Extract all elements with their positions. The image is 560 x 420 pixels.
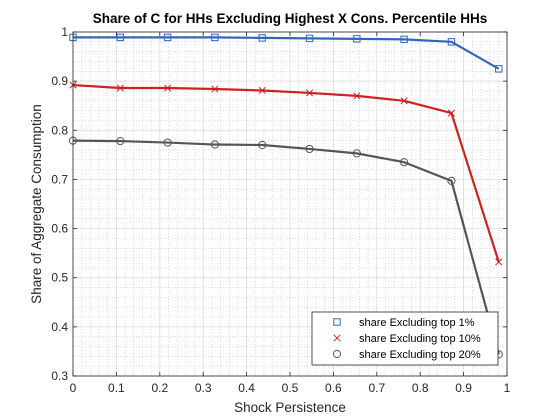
legend-label-3: share Excluding top 20% [359,349,481,361]
series-2-point-stroke-b [164,84,172,92]
x-axis-label: Shock Persistence [234,400,346,415]
series-2-point [353,92,361,100]
series-2-line [72,83,500,263]
y-tick-label: 0.7 [51,172,68,186]
series-1-line [73,36,500,70]
x-tick-labels: 0 0.1 0.2 0.3 0.4 0.5 0.6 0.7 0.8 0.9 1 [70,381,511,395]
axis-ticks [72,31,508,377]
y-tick-label: 0.8 [51,123,68,137]
series-2-point-stroke-b [258,86,266,95]
series-2-point-stroke-b [211,85,219,93]
series-3-point [400,158,409,167]
x-tick-label: 0.7 [368,381,385,395]
y-tick-label: 1 [61,25,68,39]
series-1-point [116,33,125,42]
series-3-point [352,149,361,158]
series-2-point [305,89,314,97]
series-2-point [211,85,219,93]
series-1-point [400,35,408,44]
series-1-point [353,35,361,43]
series-3-point [258,140,267,150]
legend-marker-2 [333,334,341,342]
series-3-point [116,136,125,146]
x-tick-label: 0.8 [412,381,429,395]
series-2-point-stroke-b [495,258,503,266]
series-2-point-stroke-b [447,109,456,117]
legend-marker-1 [333,318,341,326]
series-1-point [211,33,219,42]
series-2-point [116,84,124,92]
y-tick-label: 0.5 [51,271,68,285]
series-2-point-stroke-b [353,92,361,100]
x-tick-label: 0.6 [325,381,342,395]
y-tick-label: 0.6 [51,222,68,236]
series-1-point [447,38,456,46]
y-tick-labels: 0.3 0.4 0.5 0.6 0.7 0.8 0.9 1 [51,25,68,383]
y-axis-label: Share of Aggregate Consumption [29,104,44,304]
x-tick-label: 0 [70,381,77,395]
series-1-point [495,65,503,73]
series-3 [68,136,503,359]
series-2-point [495,258,503,266]
legend-items: share Excluding top 1% share Excluding to… [332,317,481,361]
x-tick-label: 0.2 [151,381,168,395]
series-1-point [305,34,314,43]
series-2-point [258,86,266,95]
legend-label-1: share Excluding top 1% [359,317,475,329]
x-tick-label: 0.3 [195,381,212,395]
series-2-point [400,97,408,105]
series-2-point-stroke-b [305,89,314,97]
legend-marker-3 [332,349,342,359]
series-3-point [210,140,220,149]
series-3-point [163,138,172,147]
x-tick-label: 0.5 [282,381,299,395]
series-2 [69,81,503,266]
series-3-point [447,176,456,186]
y-tick-label: 0.3 [51,369,68,383]
x-tick-label: 0.9 [455,381,472,395]
series-2-point-stroke-b [400,97,408,105]
series-3-point [305,144,314,154]
series-1-point [258,34,266,42]
x-tick-label: 0.1 [108,381,125,395]
y-tick-label: 0.9 [51,74,68,88]
series-3-line [72,139,500,355]
legend-marker-2-stroke-b [333,334,341,342]
x-tick-label: 0.4 [238,381,255,395]
series-2-point-stroke-b [116,84,124,92]
legend: share Excluding top 1% share Excluding to… [311,311,499,366]
legend-box [311,311,499,366]
chart-title: Share of C for HHs Excluding Highest X C… [93,11,488,26]
series-1-point [163,33,172,42]
x-tick-label: 1 [504,381,511,395]
legend-label-2: share Excluding top 10% [359,333,481,345]
series-2-point [164,84,172,92]
y-tick-label: 0.4 [51,320,68,334]
series-layer [68,33,503,359]
series-2-point [447,109,456,117]
